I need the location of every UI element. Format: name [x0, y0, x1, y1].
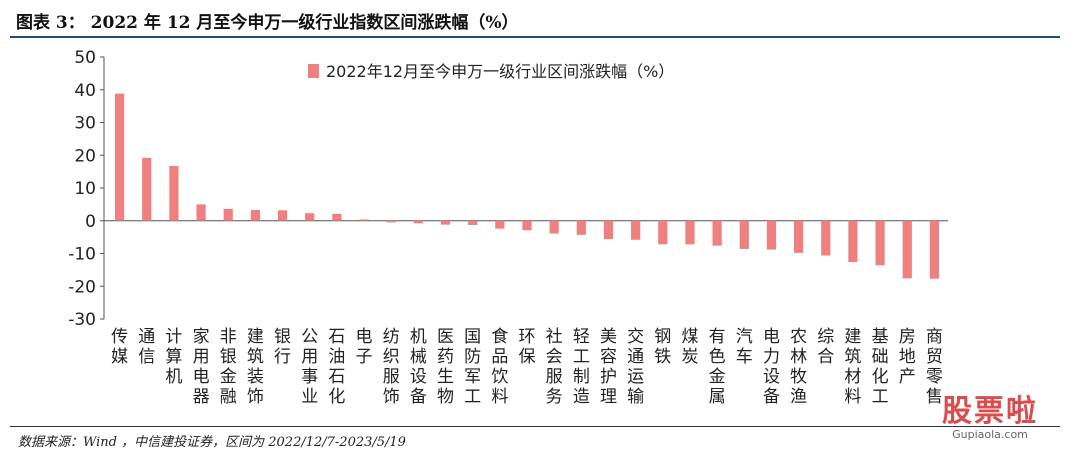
bar-非银金融	[223, 208, 233, 221]
bar-纺织服饰	[386, 220, 396, 223]
bar-家用电器	[196, 204, 206, 221]
x-tick-label: 食品饮料	[491, 327, 508, 407]
bar-医药生物	[440, 220, 451, 225]
source-rule	[10, 426, 1060, 427]
y-tick-label: -10	[68, 245, 96, 265]
x-tick-label: 美容护理	[600, 327, 617, 407]
bar-美容护理	[603, 220, 614, 240]
bar-国防军工	[468, 220, 478, 226]
bar-银行	[277, 210, 288, 221]
bar-社会服务	[549, 220, 559, 234]
x-tick-label: 轻工制造	[573, 327, 590, 407]
x-tick-label: 建筑材料	[844, 327, 861, 407]
x-tick-label: 钢铁	[654, 327, 671, 367]
x-tick-label: 通信	[138, 327, 155, 367]
bar-通信	[142, 157, 152, 221]
bar-食品饮料	[495, 220, 505, 229]
bar-传媒	[114, 93, 125, 221]
x-tick-label: 医药生物	[437, 327, 454, 407]
bar-电子	[359, 219, 369, 221]
x-tick-label: 环保	[519, 327, 536, 367]
x-tick-label: 传媒	[111, 327, 128, 367]
bar-汽车	[739, 220, 749, 249]
x-tick-label: 电力设备	[763, 327, 780, 407]
bar-轻工制造	[576, 220, 586, 235]
x-tick-label: 非银金融	[220, 327, 237, 407]
y-tick-label: 10	[74, 179, 96, 199]
x-tick-label: 综合	[817, 327, 834, 367]
title-rule	[10, 36, 1060, 38]
x-tick-label: 计算机	[165, 327, 182, 387]
bar-基础化工	[875, 220, 885, 266]
x-tick-label: 交通运输	[627, 327, 644, 407]
x-tick-label: 农林牧渔	[790, 327, 807, 407]
bar-公用事业	[305, 213, 315, 221]
y-tick-label: 30	[74, 114, 96, 134]
x-tick-label: 机械设备	[410, 327, 427, 407]
watermark-logo: 股票啦	[942, 394, 1038, 429]
x-tick-label: 基础化工	[872, 327, 889, 407]
bar-计算机	[169, 166, 179, 221]
bar-农林牧渔	[793, 220, 804, 253]
bar-建筑装饰	[250, 209, 261, 221]
bars	[114, 93, 940, 279]
x-tick-label: 纺织服饰	[383, 327, 400, 407]
watermark-url: Gupiaola.com	[952, 428, 1028, 441]
legend: 2022年12月至今申万一级行业区间涨跌幅（%）	[308, 62, 674, 81]
x-tick-label: 银行	[274, 327, 291, 367]
x-tick-labels: 传媒通信计算机家用电器非银金融建筑装饰银行公用事业石油石化电子纺织服饰机械设备医…	[111, 327, 943, 407]
bar-钢铁	[658, 220, 668, 245]
bar-建筑材料	[848, 220, 858, 263]
bar-chart: 50 40 30 20 10 0 -10 -20 -30 传媒通信计算机家用电器非银金融建筑装饰…	[68, 48, 948, 407]
bar-石油石化	[332, 213, 342, 221]
bar-交通运输	[631, 220, 641, 240]
x-tick-label: 国防军工	[464, 327, 481, 407]
source-note: 数据来源：Wind ，中信建投证券，区间为 2022/12/7-2023/5/1…	[18, 435, 406, 450]
x-tick-label: 石油石化	[328, 327, 345, 407]
figure-title: 图表 3： 2022 年 12 月至今申万一级行业指数区间涨跌幅（%）	[16, 13, 519, 33]
bar-综合	[821, 220, 831, 256]
bar-商贸零售	[929, 220, 940, 279]
bar-有色金属	[712, 220, 722, 246]
x-tick-label: 房地产	[899, 327, 916, 387]
y-tick-label: 20	[74, 146, 96, 166]
y-axis: 50 40 30 20 10 0 -10 -20 -30	[68, 48, 105, 330]
y-tick-label: 40	[74, 81, 96, 101]
legend-label: 2022年12月至今申万一级行业区间涨跌幅（%）	[326, 62, 674, 81]
bar-煤炭	[685, 220, 695, 245]
x-tick-label: 电子	[356, 327, 373, 367]
x-tick-label: 公用事业	[301, 327, 318, 407]
x-tick-label: 汽车	[736, 327, 753, 367]
watermark: 股票啦 Gupiaola.com	[920, 394, 1060, 442]
y-tick-label: 0	[85, 212, 96, 232]
x-tick-label: 有色金属	[709, 327, 726, 407]
y-tick-label: -20	[68, 277, 96, 297]
legend-swatch	[308, 64, 319, 78]
x-tick-label: 煤炭	[681, 327, 698, 367]
x-tick-label: 家用电器	[193, 327, 210, 407]
x-tick-label: 社会服务	[546, 327, 563, 407]
bar-机械设备	[413, 220, 423, 224]
y-tick-label: -30	[68, 310, 96, 330]
x-tick-label: 商贸零售	[926, 327, 943, 407]
bar-电力设备	[766, 220, 777, 250]
x-tick-label: 建筑装饰	[247, 327, 264, 407]
bar-环保	[522, 220, 532, 231]
y-tick-label: 50	[74, 48, 96, 68]
bar-房地产	[902, 220, 912, 279]
